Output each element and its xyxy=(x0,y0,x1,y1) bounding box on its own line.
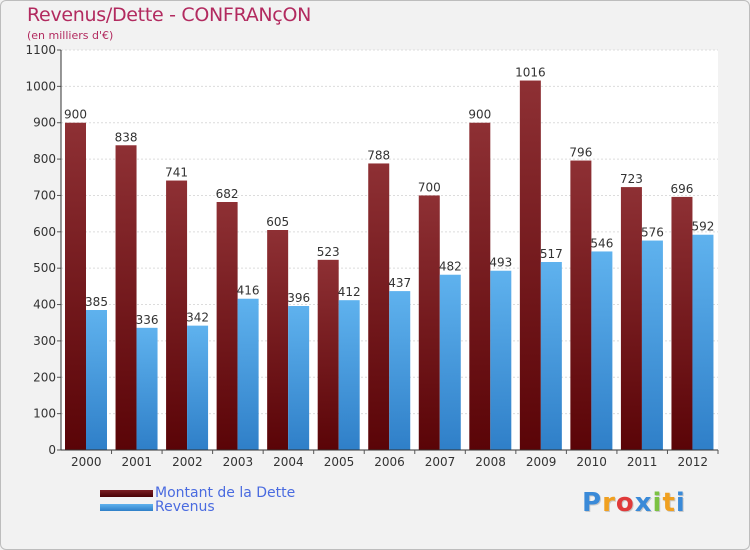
bar-dette xyxy=(671,196,693,450)
x-tick-label: 2001 xyxy=(122,455,153,469)
y-tick-label: 400 xyxy=(33,298,56,312)
bar-dette xyxy=(166,180,188,450)
bar-dette xyxy=(216,202,238,450)
bar-revenus xyxy=(187,325,209,450)
logo-letter: x xyxy=(634,488,653,518)
bar-dette xyxy=(519,80,541,450)
data-label-dette: 700 xyxy=(418,180,441,194)
y-tick-label: 900 xyxy=(33,116,56,130)
y-tick-label: 700 xyxy=(33,188,56,202)
data-label-dette: 741 xyxy=(165,166,188,180)
bar-revenus xyxy=(86,310,107,450)
bar-revenus xyxy=(540,262,562,450)
bar-dette xyxy=(115,145,137,451)
data-label-dette: 605 xyxy=(266,215,289,229)
chart-subtitle: (en milliers d'€) xyxy=(27,29,114,42)
x-tick-label: 2007 xyxy=(425,455,456,469)
data-label-revenus: 437 xyxy=(388,276,411,290)
data-label-revenus: 546 xyxy=(590,236,613,250)
y-tick-label: 1100 xyxy=(25,43,56,57)
x-tick-label: 2012 xyxy=(677,455,708,469)
y-tick-label: 300 xyxy=(33,334,56,348)
bar-revenus xyxy=(641,240,663,450)
data-label-dette: 523 xyxy=(317,245,340,259)
bar-revenus xyxy=(591,251,613,450)
data-label-revenus: 385 xyxy=(85,295,108,309)
data-label-dette: 682 xyxy=(216,187,239,201)
data-label-dette: 696 xyxy=(671,182,694,196)
bar-revenus xyxy=(288,306,310,450)
logo-letter: P xyxy=(582,488,603,518)
data-label-dette: 900 xyxy=(468,108,491,122)
bar-revenus xyxy=(389,291,411,450)
bar-dette xyxy=(620,187,642,450)
y-tick-label: 100 xyxy=(33,407,56,421)
x-tick-label: 2011 xyxy=(627,455,658,469)
data-label-revenus: 396 xyxy=(287,291,310,305)
logo-letter: o xyxy=(615,488,635,518)
y-tick-label: 0 xyxy=(48,443,56,457)
data-label-revenus: 342 xyxy=(186,311,209,325)
bar-revenus xyxy=(136,327,158,450)
legend-label-revenus: Revenus xyxy=(155,499,215,515)
y-tick-label: 800 xyxy=(33,152,56,166)
data-label-revenus: 416 xyxy=(237,284,260,298)
logo-letter: i xyxy=(675,488,686,518)
legend-swatch-dette xyxy=(100,490,153,497)
bar-revenus xyxy=(338,300,360,450)
bar-dette xyxy=(418,195,440,450)
x-tick-label: 2009 xyxy=(526,455,557,469)
x-tick-label: 2004 xyxy=(273,455,304,469)
data-label-revenus: 482 xyxy=(439,260,462,274)
logo-letter: t xyxy=(662,488,676,518)
bar-dette xyxy=(317,259,339,450)
y-tick-label: 1000 xyxy=(25,79,56,93)
data-label-dette: 838 xyxy=(115,130,138,144)
bar-revenus xyxy=(692,234,714,450)
x-tick-label: 2002 xyxy=(172,455,203,469)
data-label-dette: 788 xyxy=(367,148,390,162)
logo-letter: r xyxy=(602,488,616,518)
bar-dette xyxy=(469,122,491,451)
data-label-revenus: 592 xyxy=(692,220,715,234)
data-label-dette: 1016 xyxy=(515,66,546,80)
chart-title: Revenus/Dette - CONFRANçON xyxy=(27,4,312,26)
bar-dette xyxy=(570,160,592,450)
data-label-revenus: 517 xyxy=(540,247,563,261)
x-tick-label: 2006 xyxy=(374,455,405,469)
bar-dette xyxy=(65,122,86,451)
y-tick-label: 200 xyxy=(33,370,56,384)
data-label-revenus: 412 xyxy=(338,285,361,299)
bar-dette xyxy=(368,163,390,451)
proxiti-logo: Proxiti xyxy=(582,488,686,518)
data-label-dette: 723 xyxy=(620,172,643,186)
bar-dette xyxy=(267,230,289,450)
data-label-revenus: 576 xyxy=(641,226,664,240)
data-label-dette: 900 xyxy=(64,108,87,122)
y-tick-label: 600 xyxy=(33,225,56,239)
x-tick-label: 2003 xyxy=(223,455,254,469)
bar-revenus xyxy=(237,298,259,450)
x-tick-label: 2008 xyxy=(475,455,506,469)
legend-swatch-revenus xyxy=(100,504,153,511)
data-label-revenus: 336 xyxy=(136,313,159,327)
x-tick-label: 2010 xyxy=(576,455,607,469)
bar-revenus xyxy=(490,270,512,450)
data-label-dette: 796 xyxy=(569,146,592,160)
data-label-revenus: 493 xyxy=(489,256,512,270)
legend-label-dette: Montant de la Dette xyxy=(155,485,296,501)
bar-revenus xyxy=(439,274,461,450)
y-tick-label: 500 xyxy=(33,261,56,275)
x-tick-label: 2000 xyxy=(71,455,102,469)
logo-letter: i xyxy=(652,488,663,518)
x-tick-label: 2005 xyxy=(324,455,355,469)
